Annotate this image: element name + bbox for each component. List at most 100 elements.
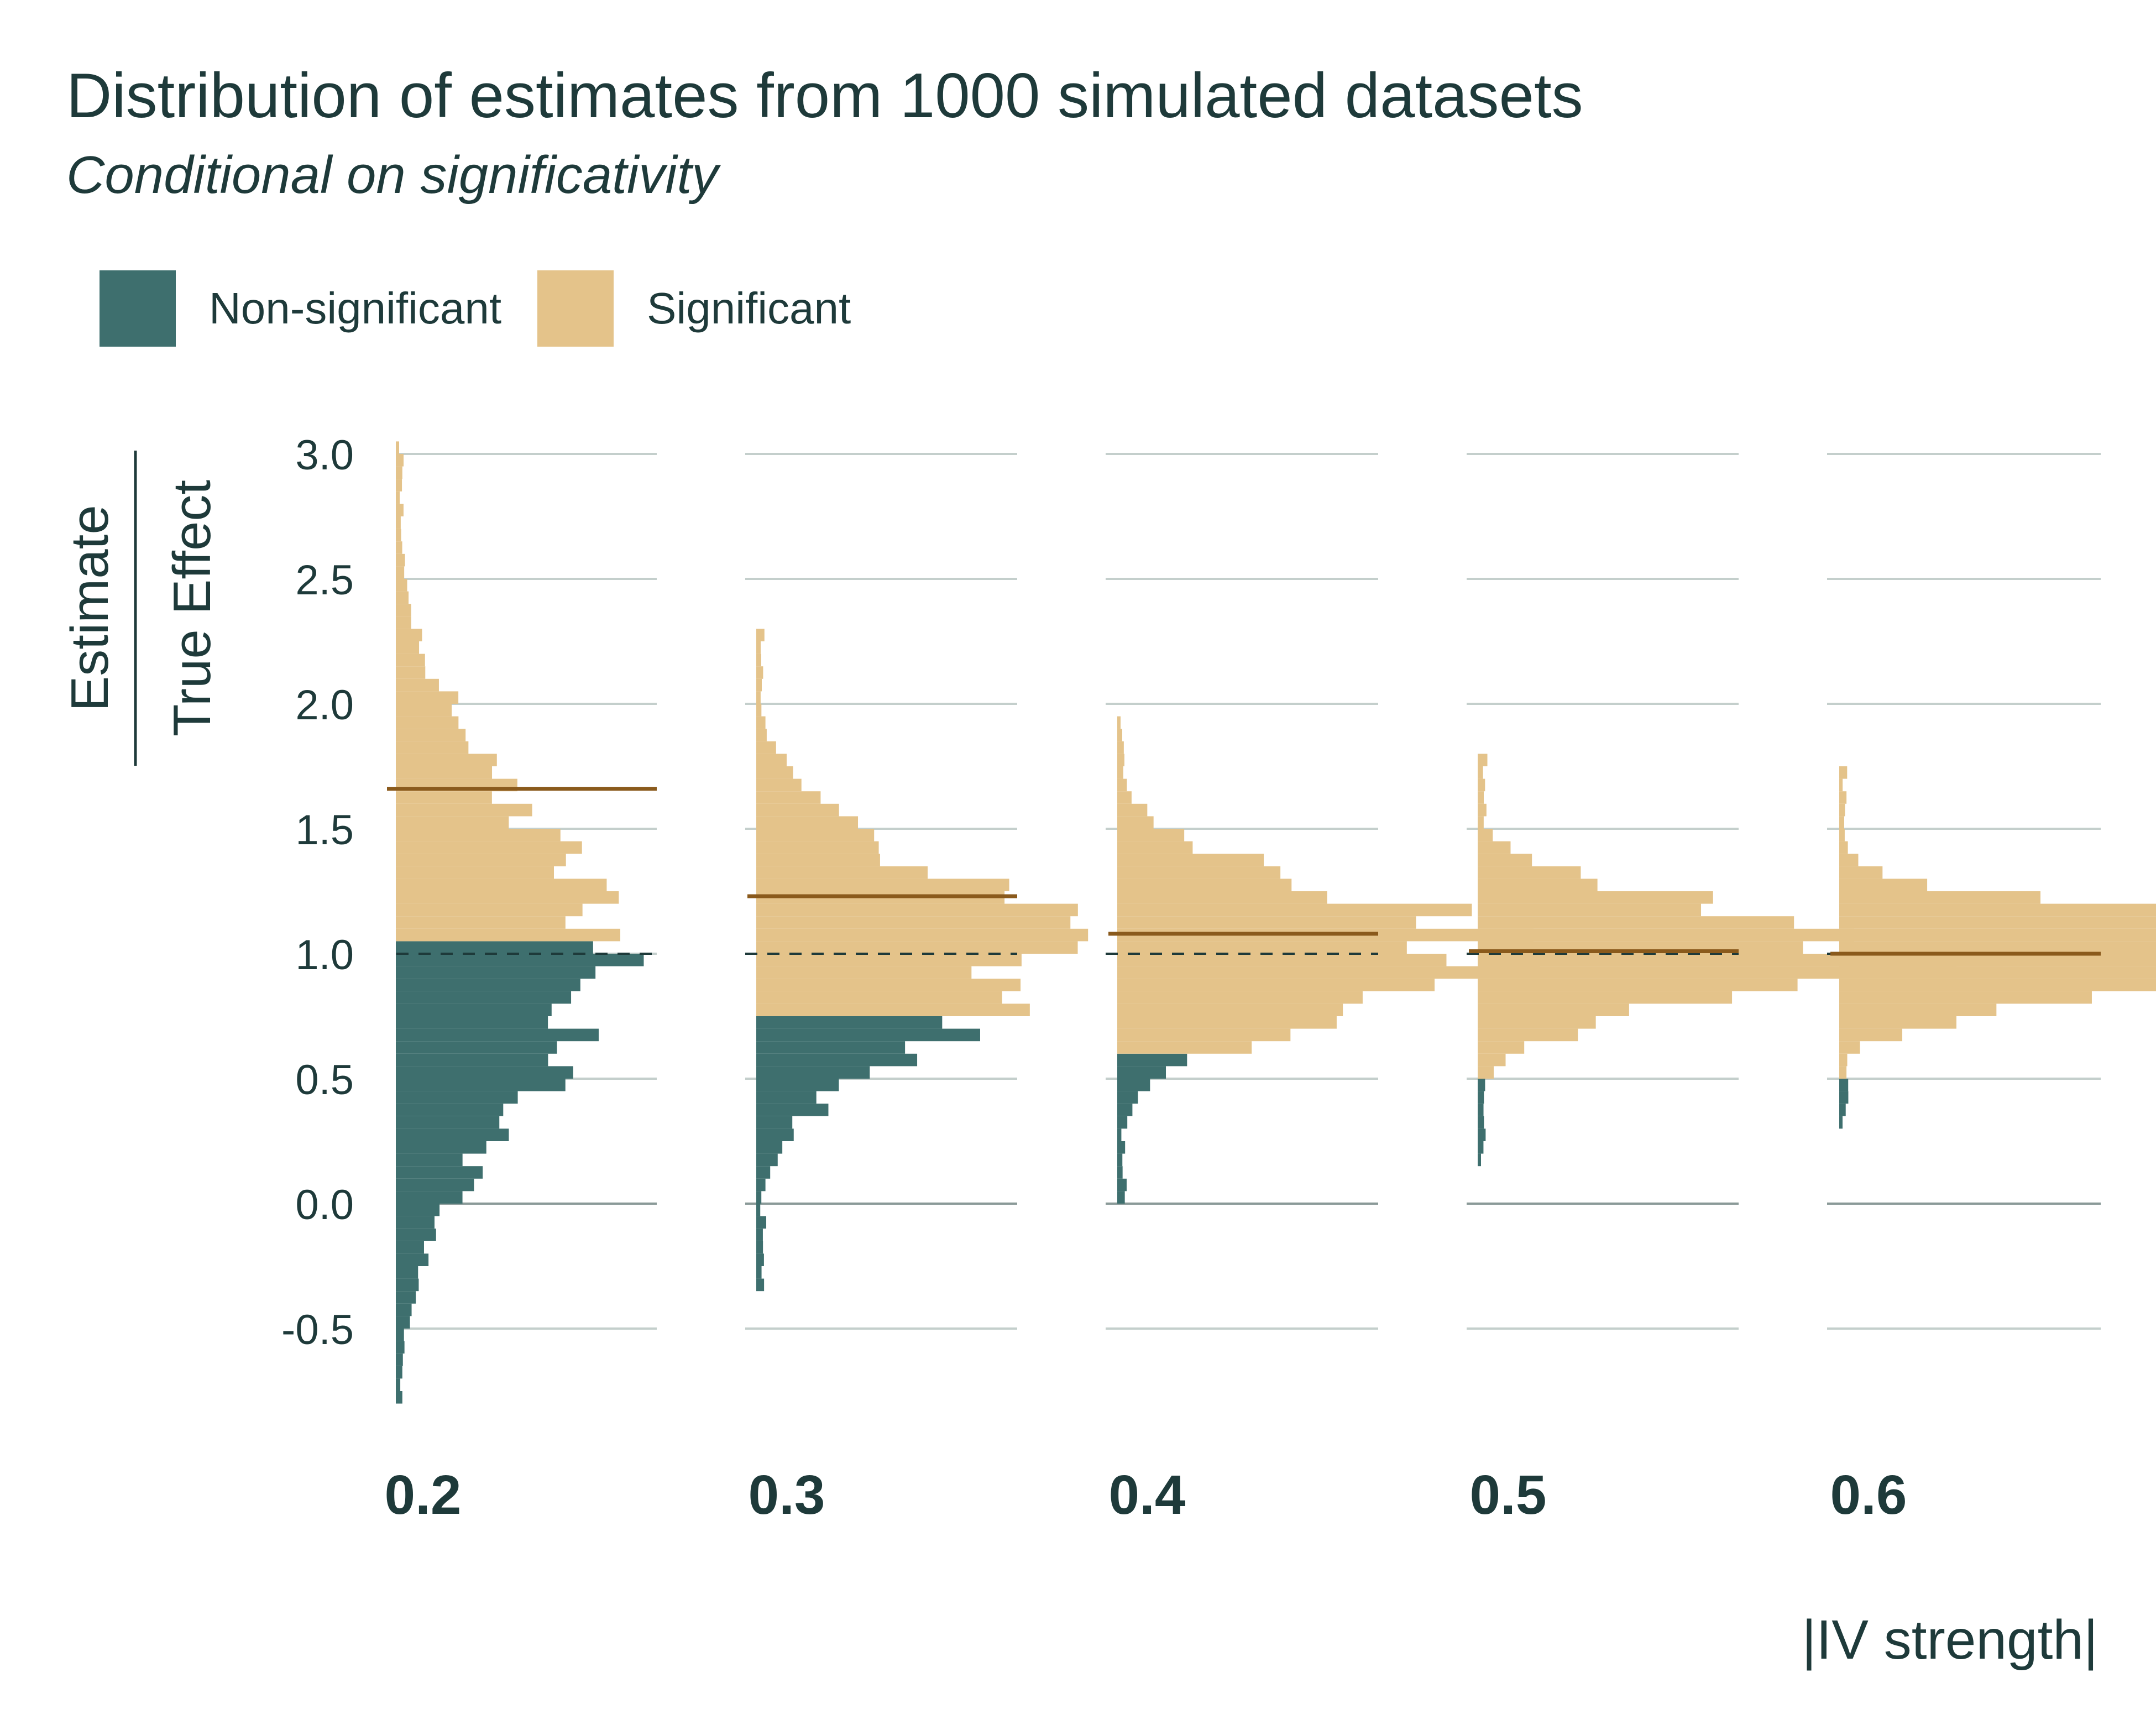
- histogram-bar-significant: [1839, 866, 1883, 879]
- histogram-bar-non-significant: [756, 1253, 764, 1266]
- histogram-bar-significant: [756, 991, 1002, 1004]
- labels-layer: -0.5 0.0 0.5 1.0 1.5 2.0 2.5 3.0 Estimate True Ef…: [60, 432, 2098, 1671]
- histogram-bar-significant: [1117, 991, 1363, 1004]
- histogram-bar-non-significant: [1839, 1116, 1843, 1129]
- histogram-bar-significant: [396, 641, 420, 654]
- legend-swatch-significant: [537, 270, 614, 347]
- histogram-bar-non-significant: [1117, 1178, 1127, 1191]
- histogram-bar-significant: [1117, 891, 1327, 904]
- histogram-bar-non-significant: [1117, 1104, 1133, 1116]
- histogram-bar-significant: [1478, 829, 1493, 841]
- y-tick-label: 2.5: [295, 557, 354, 604]
- histogram-bar-non-significant: [756, 1216, 767, 1229]
- histogram-bar-significant: [396, 803, 532, 817]
- histogram-bar-significant: [1839, 1041, 1860, 1054]
- histogram-bar-significant: [396, 479, 402, 492]
- histogram-bar-significant: [756, 641, 761, 654]
- histogram-bar-significant: [396, 591, 409, 604]
- histogram-bar-significant: [396, 616, 411, 629]
- histogram-bar-non-significant: [1478, 1128, 1486, 1141]
- histogram-bar-significant: [1117, 803, 1148, 817]
- histogram-bar-significant: [756, 716, 766, 729]
- histogram-bar-non-significant: [756, 1278, 765, 1292]
- histogram-bar-significant: [396, 741, 469, 754]
- histogram-bar-significant: [1478, 816, 1484, 829]
- histogram-bar-significant: [396, 903, 583, 917]
- histogram-bar-significant: [396, 854, 566, 866]
- histogram-bar-significant: [1478, 979, 1798, 991]
- histogram-bar-non-significant: [1478, 1104, 1484, 1116]
- histogram-bar-significant: [396, 879, 607, 891]
- histogram-bar-significant: [396, 454, 404, 467]
- histogram-bar-non-significant: [1839, 1091, 1849, 1104]
- histogram-bar-significant: [1117, 754, 1124, 766]
- histogram-bar-non-significant: [756, 1041, 906, 1054]
- histogram-bar-non-significant: [756, 1066, 870, 1079]
- histogram-bar-significant: [396, 791, 492, 804]
- histogram-bar-significant: [396, 579, 407, 592]
- histogram-bar-significant: [396, 604, 411, 616]
- histogram-bar-significant: [1117, 1041, 1252, 1054]
- histogram-bar-significant: [756, 629, 765, 641]
- histogram-bar-significant: [756, 691, 761, 704]
- histogram-bar-non-significant: [1117, 1166, 1123, 1179]
- histogram-bar-significant: [396, 816, 509, 829]
- histogram-bar-non-significant: [396, 1166, 483, 1179]
- y-tick-label: -0.5: [281, 1306, 354, 1353]
- histogram-bar-significant: [1478, 866, 1581, 879]
- histogram-bar-significant: [396, 829, 561, 841]
- y-tick-label: 1.5: [295, 807, 354, 854]
- histogram-bar-non-significant: [396, 979, 580, 991]
- histogram-bar-significant: [1117, 941, 1407, 954]
- histogram-bar-significant: [1117, 966, 1541, 979]
- histogram-bar-non-significant: [396, 1066, 573, 1079]
- histogram-bar-significant: [756, 654, 762, 667]
- histogram-bar-non-significant: [1478, 1091, 1484, 1104]
- histogram-bar-non-significant: [396, 1303, 412, 1316]
- histogram-bar-non-significant: [1117, 1141, 1126, 1154]
- histogram-bar-significant: [1478, 803, 1487, 817]
- legend-label-significant: Significant: [647, 284, 851, 333]
- histogram-bar-non-significant: [756, 1141, 783, 1154]
- histogram-bar-significant: [756, 866, 928, 879]
- legend-item-non-significant: Non-significant: [100, 270, 501, 347]
- chart-subtitle: Conditional on significativity: [66, 145, 719, 205]
- histogram-bar-non-significant: [396, 1191, 463, 1204]
- histogram-bar-significant: [1117, 854, 1264, 866]
- histogram-bar-significant: [1839, 841, 1848, 854]
- histogram-bar-non-significant: [1478, 1153, 1481, 1167]
- histogram-bar-significant: [396, 441, 399, 454]
- histogram-bar-significant: [1478, 754, 1488, 766]
- histogram-bar-significant: [396, 916, 566, 929]
- histogram-bar-non-significant: [756, 1178, 766, 1191]
- y-tick-label: 3.0: [295, 432, 354, 479]
- histogram-bar-non-significant: [396, 1353, 403, 1366]
- histogram-bar-significant: [756, 1003, 1030, 1016]
- histogram-bar-non-significant: [396, 1378, 401, 1391]
- histogram-bar-significant: [756, 704, 762, 717]
- y-tick-label: 0.5: [295, 1057, 354, 1104]
- histogram-bar-non-significant: [396, 1053, 548, 1067]
- histogram-bar-significant: [1478, 1053, 1506, 1067]
- histogram-bar-significant: [396, 704, 452, 717]
- x-axis-label: |IV strength|: [1802, 1609, 2098, 1671]
- histogram-bar-non-significant: [756, 1204, 761, 1216]
- histogram-bar-non-significant: [756, 1241, 763, 1254]
- histogram-bar-significant: [1839, 854, 1859, 866]
- histogram-bar-significant: [1839, 1053, 1848, 1067]
- histogram-bar-significant: [756, 941, 1078, 954]
- histogram-bar-non-significant: [756, 1229, 763, 1241]
- legend-swatch-non-significant: [100, 270, 176, 347]
- histogram-bar-non-significant: [1478, 1079, 1485, 1091]
- histogram-bar-significant: [756, 829, 875, 841]
- histogram-bar-significant: [1478, 903, 1702, 917]
- histogram-bar-significant: [1478, 966, 1957, 979]
- histogram-bar-significant: [756, 841, 879, 854]
- histogram-bar-non-significant: [756, 1091, 817, 1104]
- histogram-bar-significant: [756, 666, 763, 679]
- histogram-bar-non-significant: [756, 1153, 778, 1167]
- histogram-bar-non-significant: [396, 1291, 416, 1304]
- histogram-bar-significant: [1478, 1066, 1494, 1079]
- histogram-bar-significant: [1478, 928, 1855, 942]
- histogram-bar-non-significant: [396, 1028, 599, 1042]
